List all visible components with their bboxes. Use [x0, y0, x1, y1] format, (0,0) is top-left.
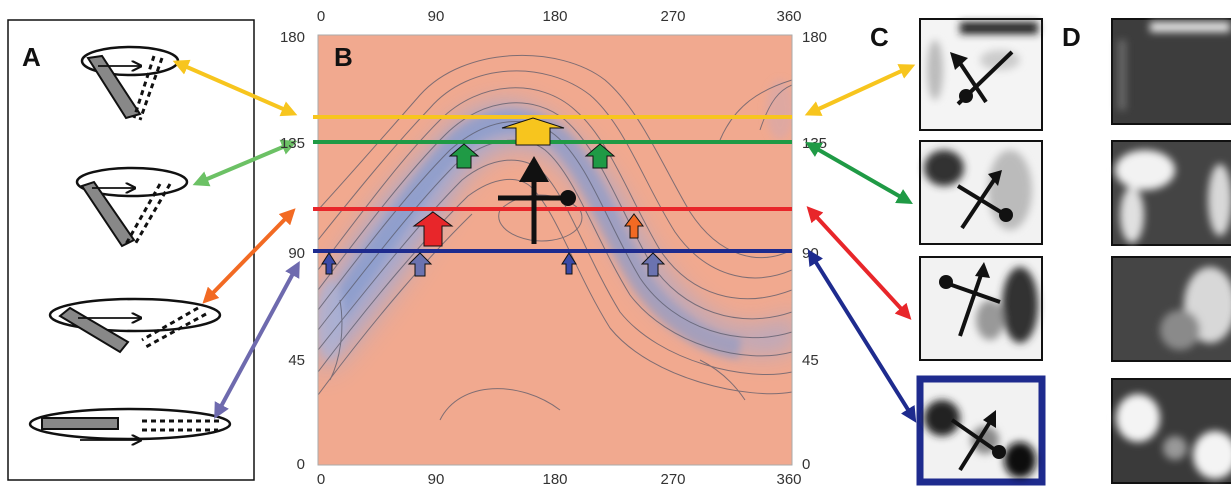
connector-arrow-yellow-a — [172, 59, 298, 117]
y-tick-135-left: 135 — [280, 135, 305, 152]
x-tick-90-bottom: 90 — [428, 471, 445, 488]
y-tick-180-right: 180 — [802, 29, 827, 46]
flux-arrow-blue-4 — [640, 252, 666, 277]
density-map-d3 — [1111, 256, 1231, 362]
x-tick-360-top: 360 — [776, 8, 801, 25]
y-tick-180-left: 180 — [280, 29, 305, 46]
flux-arrow-blue-2 — [407, 252, 433, 277]
connector-arrow-lightgreen-a — [192, 139, 298, 187]
x-tick-labels-top: 0 90 180 270 360 — [317, 8, 802, 25]
connector-arrow-red-c — [806, 206, 912, 320]
flux-arrow-green-left — [448, 143, 480, 169]
y-tick-labels-right: 180 135 90 45 0 — [802, 29, 827, 473]
panel-d: D — [1062, 18, 1231, 484]
density-map-d1 — [1111, 18, 1231, 125]
y-tick-0-left: 0 — [297, 456, 305, 473]
x-tick-0-top: 0 — [317, 8, 325, 25]
density-map-c1 — [919, 18, 1043, 131]
density-map-c2 — [919, 140, 1043, 245]
x-tick-90-top: 90 — [428, 8, 445, 25]
density-map-d4 — [1111, 378, 1231, 484]
flux-arrow-blue-1 — [321, 252, 337, 275]
x-tick-180-bottom: 180 — [542, 471, 567, 488]
y-tick-45-right: 45 — [802, 352, 819, 369]
x-tick-0-bottom: 0 — [317, 471, 325, 488]
x-tick-270-bottom: 270 — [660, 471, 685, 488]
flux-arrow-blue-3 — [561, 252, 577, 275]
density-map-d2 — [1111, 140, 1231, 246]
y-tick-90-left: 90 — [288, 245, 305, 262]
panel-c: C — [870, 18, 1046, 486]
y-tick-45-left: 45 — [288, 352, 305, 369]
flux-arrows — [321, 117, 666, 277]
panel-b: 0 90 180 270 360 0 90 180 270 360 180 13… — [280, 8, 827, 488]
flux-arrow-orange-small — [624, 213, 644, 239]
connector-arrow-blue-c — [807, 249, 917, 423]
y-tick-labels-left: 180 135 90 45 0 — [280, 29, 305, 473]
flux-arrow-yellow — [501, 117, 565, 146]
flat-ellipse-icon — [28, 407, 232, 440]
wide-cone-icon — [75, 166, 189, 248]
density-map-c4 — [916, 375, 1046, 486]
y-tick-0-right: 0 — [802, 456, 810, 473]
panel-b-label: B — [334, 42, 353, 72]
x-tick-180-top: 180 — [542, 8, 567, 25]
flux-arrow-green-right — [584, 143, 616, 169]
density-map-c3 — [919, 256, 1043, 361]
connector-arrow-green-c — [805, 142, 913, 204]
x-tick-270-top: 270 — [660, 8, 685, 25]
x-tick-360-bottom: 360 — [776, 471, 801, 488]
flux-arrow-red-large — [412, 211, 454, 247]
panel-d-label: D — [1062, 22, 1081, 52]
panel-c-label: C — [870, 22, 889, 52]
connector-arrow-yellow-c — [804, 64, 916, 116]
cross-vector-icon — [498, 156, 576, 244]
tilted-cone-icon — [80, 45, 180, 121]
x-tick-labels-bottom: 0 90 180 270 360 — [317, 471, 802, 488]
connector-arrow-purple-a — [214, 260, 300, 420]
panel-a-label: A — [22, 42, 41, 72]
